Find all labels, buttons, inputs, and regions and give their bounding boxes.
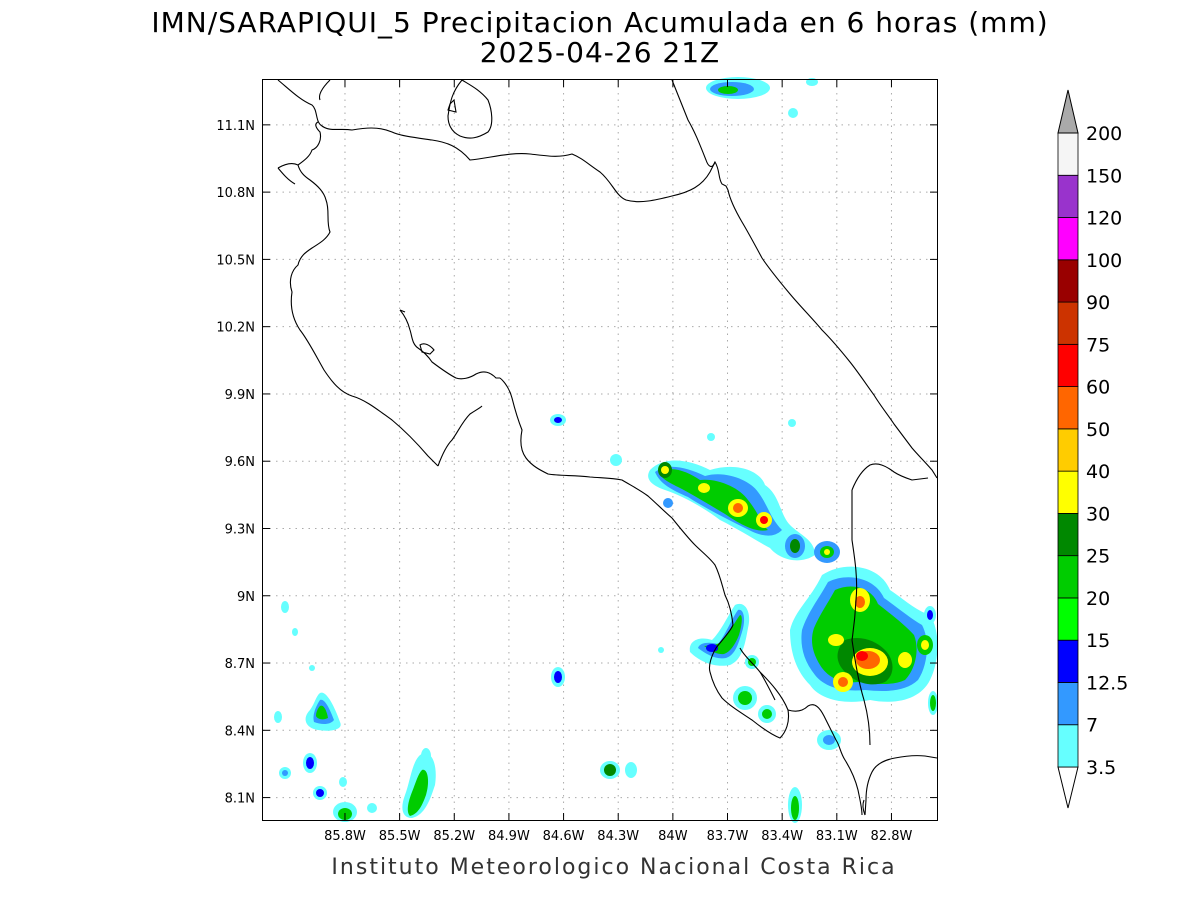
colorbar-label: 60 <box>1086 377 1110 399</box>
coastline <box>277 79 938 816</box>
lon-tick-label: 85.2W <box>433 829 475 844</box>
lon-tick-label: 83.7W <box>707 829 749 844</box>
lon-tick-label: 83.4W <box>761 829 803 844</box>
colorbar-swatch <box>1057 343 1079 388</box>
lat-tick-label: 9.9N <box>225 388 255 403</box>
lon-tick-label: 83.1W <box>816 829 858 844</box>
colorbar-label: 90 <box>1086 292 1110 314</box>
lat-tick-label: 9.3N <box>225 522 255 537</box>
latitude-labels: 8.1N 8.4N 8.7N 9N 9.3N 9.6N 9.9N 10.2N 10.5N 10.8… <box>216 119 255 807</box>
colorbar-swatch <box>1057 386 1079 430</box>
lon-tick-label: 84.9W <box>488 829 530 844</box>
credit-text: Instituto Meteorologico Nacional Costa R… <box>331 855 897 880</box>
lat-tick-label: 9N <box>237 590 255 605</box>
lat-tick-label: 9.6N <box>225 455 255 470</box>
longitude-labels: 85.8W 85.5W 85.2W 84.9W 84.6W 84.3W 84W 83.7W 83… <box>324 829 912 844</box>
precip-cell <box>706 77 818 118</box>
lat-tick-label: 8.7N <box>225 657 255 672</box>
colorbar-label: 100 <box>1086 250 1122 272</box>
colorbar-swatch <box>1057 174 1079 218</box>
colorbar-label: 7 <box>1086 715 1098 737</box>
colorbar-swatch <box>1057 724 1079 768</box>
colorbar-bottom-arrow <box>1057 766 1079 809</box>
map-gridlines <box>263 80 937 820</box>
colorbar-swatch <box>1057 682 1079 726</box>
colorbar-label: 75 <box>1086 334 1110 356</box>
map-frame <box>262 79 938 821</box>
lat-tick-label: 10.8N <box>216 186 255 201</box>
lat-tick-label: 11.1N <box>216 119 255 134</box>
lon-tick-label: 85.5W <box>379 829 421 844</box>
colorbar-label: 12.5 <box>1086 672 1128 694</box>
colorbar-swatch <box>1057 597 1079 641</box>
colorbar-swatch <box>1057 132 1079 176</box>
colorbar-label: 15 <box>1086 630 1110 652</box>
colorbar-top-arrow <box>1057 89 1079 134</box>
lat-tick-label: 8.4N <box>225 724 255 739</box>
precip-cell <box>550 414 796 779</box>
lat-tick-label: 10.2N <box>216 321 255 336</box>
lon-tick-label: 84.3W <box>597 829 639 844</box>
colorbar-label: 150 <box>1086 165 1122 187</box>
colorbar-label: 40 <box>1086 461 1110 483</box>
lat-tick-label: 8.1N <box>225 792 255 807</box>
map-valid-time: 2025-04-26 21Z <box>479 36 721 69</box>
colorbar-swatch <box>1057 470 1079 514</box>
colorbar-label: 30 <box>1086 503 1110 525</box>
colorbar-swatch <box>1057 217 1079 261</box>
precip-cell <box>648 460 840 563</box>
colorbar-swatch <box>1057 301 1079 345</box>
colorbar-swatch <box>1057 555 1079 599</box>
colorbar-label: 120 <box>1086 208 1122 230</box>
colorbar-label: 25 <box>1086 546 1110 568</box>
lat-tick-label: 10.5N <box>216 253 255 268</box>
colorbar-swatch <box>1057 513 1079 557</box>
lon-tick-label: 82.8W <box>871 829 913 844</box>
colorbar: 3.5 7 12.5 15 20 25 30 40 50 60 75 90 100 120 150 200 <box>1057 89 1128 809</box>
lon-tick-label: 84.6W <box>543 829 585 844</box>
precipitation-field <box>274 77 938 823</box>
colorbar-swatch <box>1057 428 1079 472</box>
colorbar-label: 200 <box>1086 123 1122 145</box>
colorbar-label: 50 <box>1086 419 1110 441</box>
precip-cell <box>274 601 436 822</box>
colorbar-label: 20 <box>1086 588 1110 610</box>
colorbar-swatch <box>1057 259 1079 303</box>
map-title: IMN/SARAPIQUI_5 Precipitacion Acumulada … <box>151 6 1049 39</box>
colorbar-label: 3.5 <box>1086 757 1116 779</box>
axis-ticks <box>263 80 937 820</box>
precip-cell <box>790 566 938 715</box>
lon-tick-label: 85.8W <box>324 829 366 844</box>
lon-tick-label: 84W <box>658 829 688 844</box>
colorbar-swatch <box>1057 639 1079 683</box>
